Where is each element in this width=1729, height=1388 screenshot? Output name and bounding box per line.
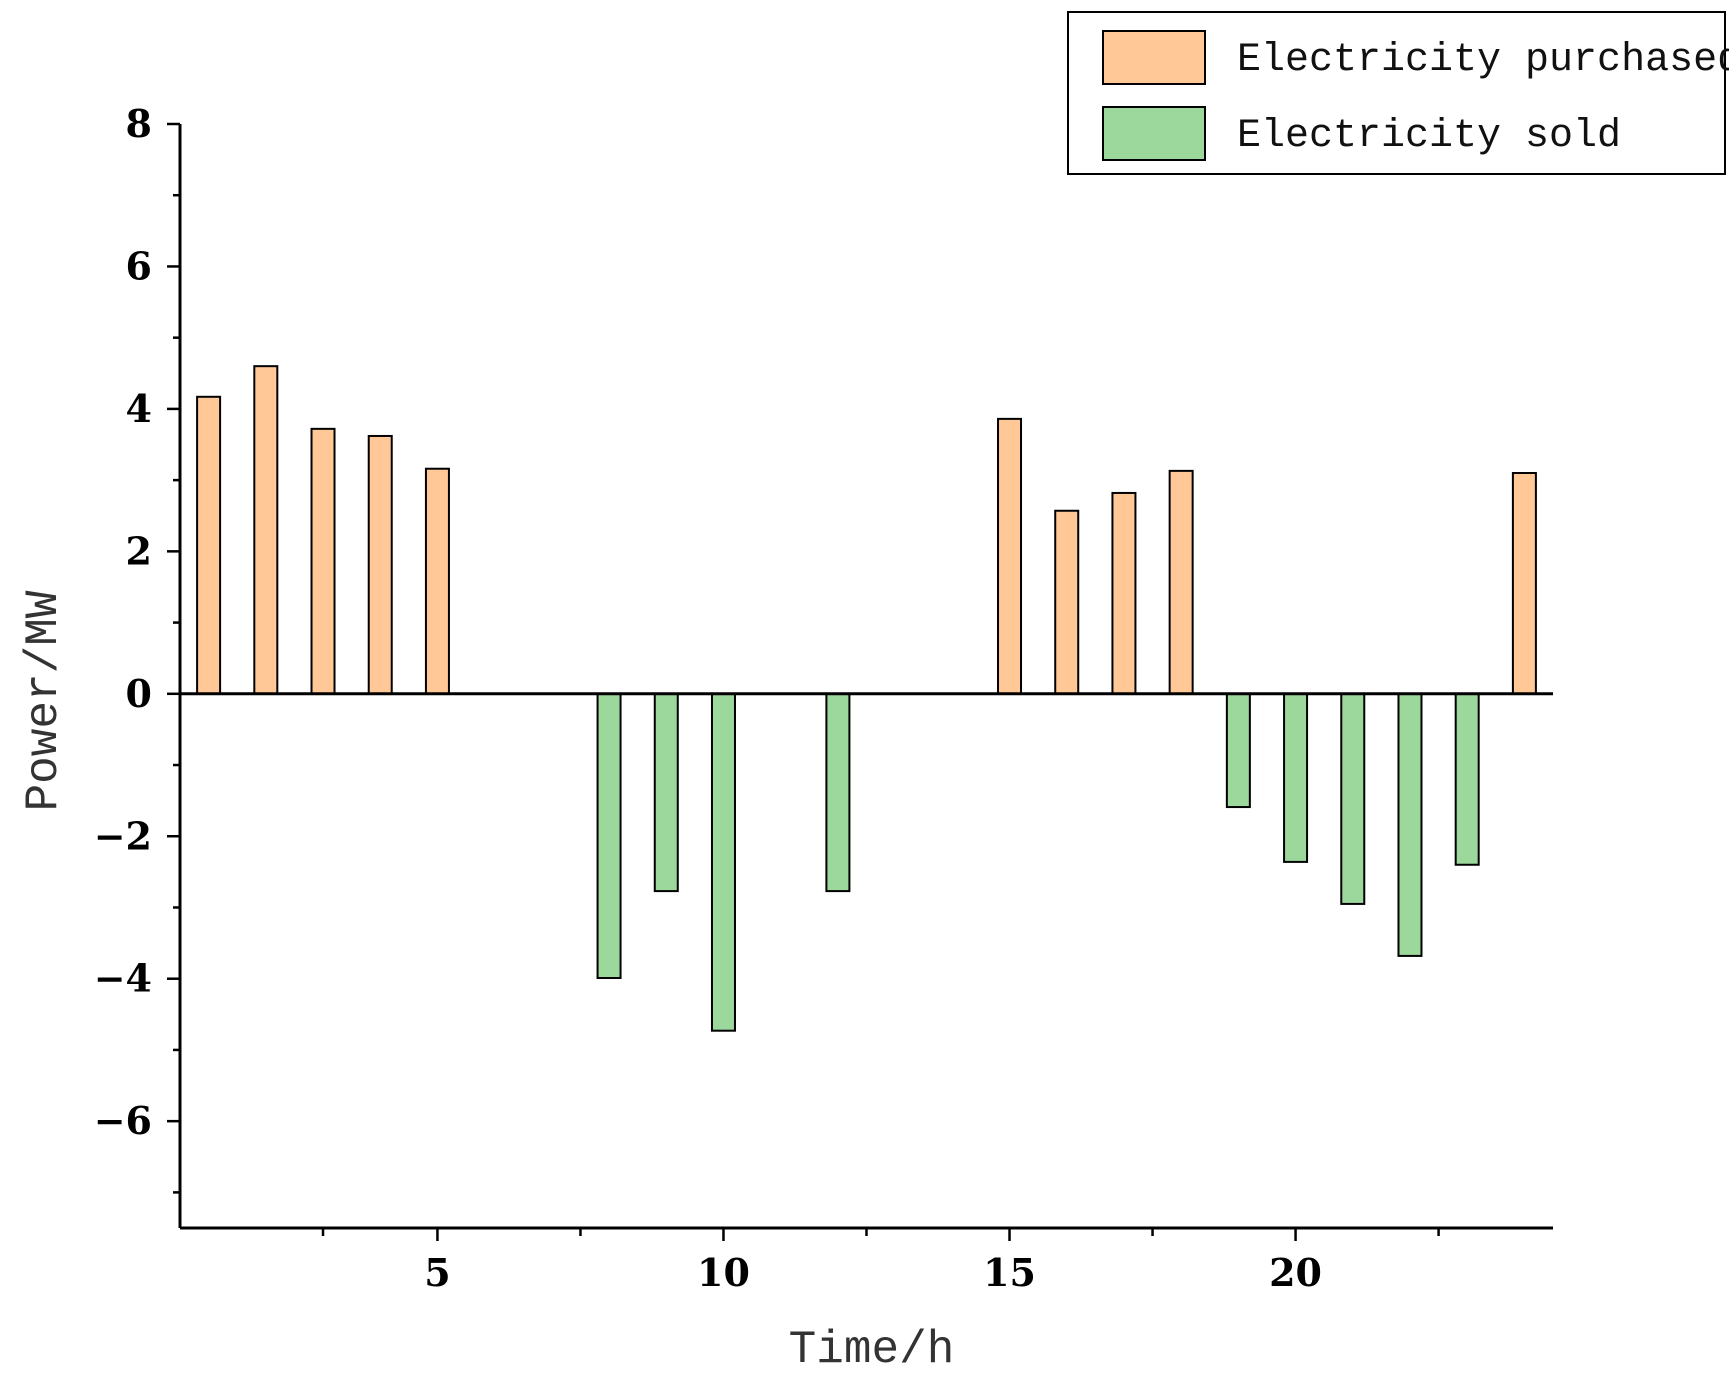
bars-layer	[196, 365, 1537, 1032]
x-axis-title: Time/h	[789, 1324, 955, 1376]
bar-sold-9	[653, 692, 679, 893]
x-ticks: 5 10 15 20	[321, 1228, 1440, 1295]
y-tick-label: −2	[94, 813, 152, 858]
x-tick-label: 20	[1269, 1250, 1322, 1295]
bar-purchased-2	[253, 365, 279, 695]
y-axis-title: Power/MW	[18, 590, 70, 811]
bar-purchased-24	[1511, 472, 1537, 695]
bar-sold-8	[596, 692, 622, 979]
bar-sold-12	[825, 692, 851, 893]
legend-label-purchased: Electricity purchased	[1237, 38, 1729, 83]
bar-purchased-4	[367, 434, 393, 695]
x-tick-label: 15	[983, 1250, 1036, 1295]
legend: Electricity purchased Electricity sold	[1067, 11, 1729, 175]
y-tick-label: 6	[126, 243, 152, 288]
x-tick-label: 10	[697, 1250, 750, 1295]
bar-sold-23	[1454, 692, 1480, 866]
bar-sold-19	[1225, 692, 1251, 809]
y-ticks: −6 −4 −2 0 2 4 6 8	[94, 101, 180, 1194]
legend-swatch-purchased	[1102, 30, 1206, 85]
bar-purchased-3	[310, 427, 336, 695]
bar-purchased-18	[1168, 469, 1194, 695]
y-tick-label: 0	[126, 671, 152, 716]
legend-label-sold: Electricity sold	[1237, 114, 1621, 159]
y-tick-label: −4	[94, 956, 152, 1001]
bar-purchased-1	[196, 395, 222, 695]
bar-sold-22	[1397, 692, 1423, 957]
bar-purchased-15	[997, 417, 1023, 695]
bar-purchased-16	[1054, 509, 1080, 695]
x-tick-label: 5	[424, 1250, 450, 1295]
bar-purchased-17	[1111, 491, 1137, 695]
bar-sold-20	[1283, 692, 1309, 863]
bar-sold-21	[1340, 692, 1366, 905]
y-tick-label: 2	[126, 528, 152, 573]
bar-sold-10	[710, 692, 736, 1032]
y-tick-label: 4	[126, 386, 152, 431]
bar-purchased-5	[424, 467, 450, 695]
y-tick-label: 8	[126, 101, 152, 146]
legend-swatch-sold	[1102, 106, 1206, 161]
y-tick-label: −6	[94, 1098, 152, 1143]
